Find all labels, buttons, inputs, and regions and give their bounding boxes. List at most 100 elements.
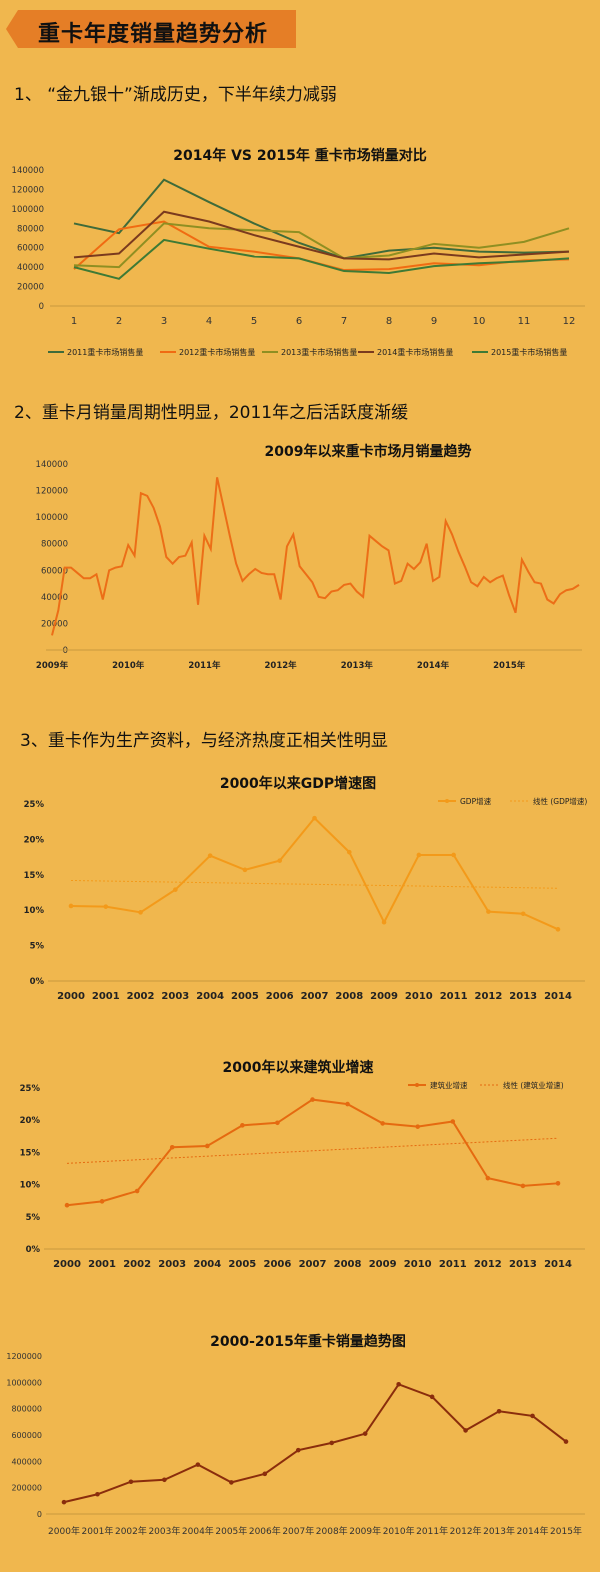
x-tick-label: 2009年 <box>349 1525 381 1537</box>
data-point <box>345 1101 350 1107</box>
banner-shape <box>6 10 296 48</box>
x-tick-label: 2002 <box>127 991 155 1002</box>
y-tick-label: 10% <box>20 1181 41 1191</box>
chart-2014-vs-2015: 2014年 VS 2015年 重卡市场销量对比 0 20000 40000 60000 8… <box>12 147 585 357</box>
legend-label: 2015重卡市场销售量 <box>491 347 567 357</box>
y-tick-label: 140000 <box>36 460 68 470</box>
data-point <box>429 1394 435 1400</box>
y-tick-label: 5% <box>26 1213 41 1223</box>
x-tick-label: 2011年 <box>416 1525 448 1537</box>
x-tick-label: 2012 <box>475 991 503 1002</box>
x-tick-label: 7 <box>341 316 347 327</box>
y-tick-label: 20% <box>24 835 45 845</box>
data-point <box>415 1124 421 1129</box>
section-1-heading: 1、 “金九银十”渐成历史，下半年续力减弱 <box>14 85 337 105</box>
x-tick-label: 2013年 <box>483 1525 515 1537</box>
trend-line <box>66 1137 559 1164</box>
legend-trend-label: 线性 (建筑业增速) <box>503 1080 564 1090</box>
y-tick-label: 140000 <box>12 166 44 176</box>
data-point <box>530 1413 535 1419</box>
x-tick-label: 2011年 <box>188 660 221 671</box>
legend-label: 2012重卡市场销售量 <box>179 347 255 357</box>
y-tick-label: 1200000 <box>6 1352 42 1361</box>
y-tick-label: 15% <box>20 1148 41 1158</box>
x-tick-label: 9 <box>431 316 437 327</box>
data-point <box>563 1439 569 1444</box>
y-tick-label: 60000 <box>41 566 68 576</box>
data-point <box>463 1428 468 1433</box>
data-point <box>555 927 561 932</box>
y-tick-label: 800000 <box>11 1405 42 1414</box>
x-tick-label: 2009 <box>370 991 398 1002</box>
data-point <box>362 1431 368 1436</box>
x-tick-label: 2015年 <box>493 660 526 671</box>
data-point <box>195 1462 201 1467</box>
x-tick-label: 2005 <box>228 1259 256 1270</box>
x-tick-label: 2008年 <box>316 1525 348 1537</box>
x-tick-label: 2 <box>116 316 122 327</box>
y-tick-label: 15% <box>24 871 45 881</box>
x-tick-label: 2012年 <box>450 1525 482 1537</box>
legend-label: GDP增速 <box>460 796 492 806</box>
data-point <box>416 852 422 858</box>
x-tick-label: 2002年 <box>115 1525 147 1537</box>
x-tick-label: 2015年 <box>550 1525 582 1537</box>
x-tick-label: 2011 <box>440 991 468 1002</box>
x-tick-label: 2006 <box>264 1259 292 1270</box>
x-tick-label: 11 <box>518 316 531 327</box>
x-tick-label: 2006 <box>266 991 294 1002</box>
series-line-GDP增速 <box>70 816 559 931</box>
data-point <box>242 867 248 873</box>
y-tick-label: 200000 <box>11 1484 42 1493</box>
x-tick-label: 2001 <box>92 991 120 1002</box>
x-tick-label: 2010 <box>404 1259 432 1270</box>
chart-title: 2014年 VS 2015年 重卡市场销量对比 <box>173 147 426 164</box>
series-line-建筑业增速 <box>66 1098 559 1207</box>
chart-title: 2000年以来GDP增速图 <box>220 775 376 792</box>
x-tick-label: 12 <box>563 316 576 327</box>
data-point <box>450 1119 456 1124</box>
x-tick-label: 2007年 <box>282 1525 314 1537</box>
y-tick-label: 5% <box>30 942 45 952</box>
x-tick-label: 2001 <box>88 1259 116 1270</box>
data-point <box>162 1477 167 1483</box>
chart-annual-sales: 2000-2015年重卡销量趋势图 0 200000 400000 600000 8000… <box>6 1333 585 1537</box>
data-point <box>169 1144 175 1150</box>
x-tick-label: 3 <box>161 316 167 327</box>
chart-title: 2009年以来重卡市场月销量趋势 <box>265 443 472 460</box>
x-tick-label: 2005 <box>231 991 259 1002</box>
x-tick-label: 2000年 <box>48 1525 80 1537</box>
y-tick-label: 20000 <box>17 283 44 293</box>
data-point <box>329 1440 335 1446</box>
x-tick-label: 2001年 <box>82 1525 114 1537</box>
data-point <box>312 815 317 821</box>
legend-marker <box>415 1083 419 1087</box>
y-tick-label: 25% <box>20 1084 41 1094</box>
y-tick-label: 120000 <box>12 185 44 195</box>
x-tick-label: 2014 <box>544 1259 572 1270</box>
series-line-2011重卡市场销售量 <box>73 178 570 260</box>
data-point <box>486 909 491 914</box>
x-tick-label: 2014年 <box>417 660 450 671</box>
y-tick-label: 80000 <box>41 540 68 550</box>
x-tick-label: 2004 <box>193 1259 221 1270</box>
x-tick-label: 1 <box>71 316 77 327</box>
data-point <box>128 1479 134 1485</box>
data-point <box>207 853 213 858</box>
data-point <box>99 1199 105 1204</box>
y-tick-label: 400000 <box>11 1457 42 1466</box>
data-point <box>240 1123 245 1128</box>
y-tick-label: 25% <box>24 800 45 810</box>
x-tick-label: 2008 <box>334 1259 362 1270</box>
y-tick-label: 80000 <box>17 224 44 234</box>
y-tick-label: 100000 <box>12 205 44 215</box>
x-tick-label: 2002 <box>123 1259 151 1270</box>
y-tick-label: 120000 <box>36 487 68 497</box>
y-tick-label: 1000000 <box>6 1378 42 1387</box>
x-tick-label: 2000 <box>57 991 85 1002</box>
data-point <box>346 849 352 855</box>
data-point <box>310 1097 315 1102</box>
x-tick-label: 2008 <box>335 991 363 1002</box>
data-point <box>381 919 387 925</box>
x-tick-label: 4 <box>206 316 212 327</box>
